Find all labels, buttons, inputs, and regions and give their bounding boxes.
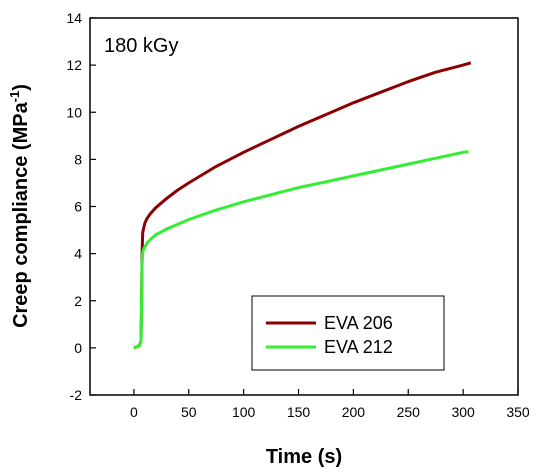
series-layer (133, 61, 472, 350)
y-axis-title-superscript: -1 (7, 91, 22, 103)
legend-label-eva-212: EVA 212 (324, 337, 393, 357)
x-tick-label: 50 (181, 404, 197, 420)
legend-box (251, 295, 445, 371)
x-tick-label: 250 (397, 404, 421, 420)
x-axis-title: Time (s) (266, 446, 342, 468)
y-tick-label: 12 (66, 57, 82, 73)
x-tick-label: 150 (287, 404, 311, 420)
y-axis-title: Creep compliance (MPa-1) (7, 84, 32, 328)
y-tick-label: 14 (66, 10, 82, 26)
y-tick-label: 6 (74, 199, 82, 215)
y-tick-label: 10 (66, 104, 82, 120)
y-tick-label: 4 (74, 246, 82, 262)
x-tick-label: 100 (232, 404, 256, 420)
y-tick-label: 0 (74, 340, 82, 356)
y-axis-ticks: -2 0 2 4 6 8 10 12 14 (66, 10, 96, 403)
legend: EVA 206 EVA 212 (251, 295, 445, 371)
axes: 0 50 100 150 200 250 300 350 -2 0 2 4 6 8 10 12 14 (66, 10, 529, 420)
legend-label-eva-206: EVA 206 (324, 313, 393, 333)
series-line-eva-212 (133, 150, 469, 350)
x-tick-label: 300 (451, 404, 475, 420)
y-axis-title-main: Creep compliance (MPa (10, 101, 32, 328)
x-axis-ticks: 0 50 100 150 200 250 300 350 (130, 389, 530, 420)
y-axis-title-end: ) (10, 84, 32, 91)
y-tick-label: 8 (74, 151, 82, 167)
annotation-text: 180 kGy (104, 35, 178, 57)
y-tick-label: 2 (74, 293, 82, 309)
x-tick-label: 200 (342, 404, 366, 420)
x-tick-label: 0 (130, 404, 138, 420)
y-tick-label: -2 (70, 387, 83, 403)
x-tick-label: 350 (506, 404, 530, 420)
